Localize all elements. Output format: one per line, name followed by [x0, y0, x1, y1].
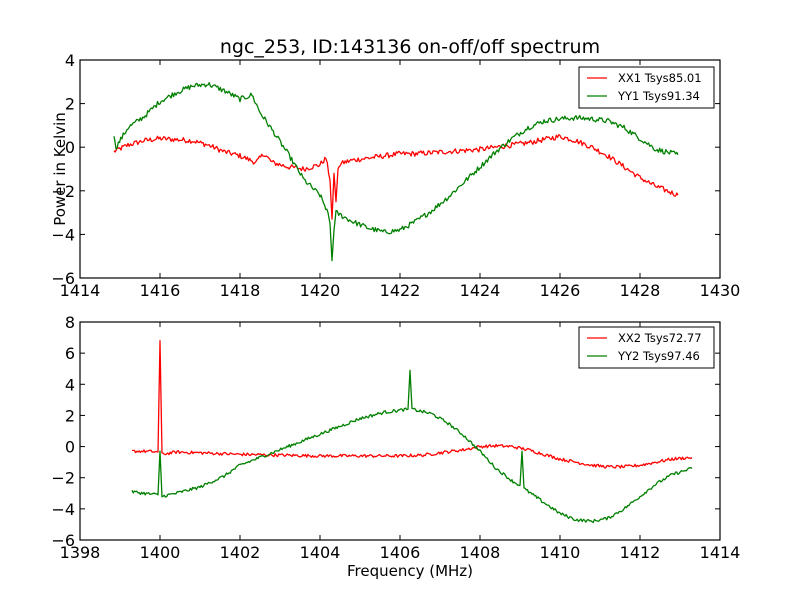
x-tick-label: 1412 [620, 543, 661, 562]
y-tick-label: 4 [65, 375, 75, 394]
x-tick-label: 1420 [300, 281, 341, 300]
legend-box [578, 66, 715, 109]
top-panel: Power in Kelvin 1414 1416 1418 1420 1422 1424… [51, 51, 740, 300]
y-tick-label: −2 [51, 469, 75, 488]
y-tick-label: 4 [65, 51, 75, 70]
x-tick-label: 1414 [700, 543, 741, 562]
x-tick-label: 1424 [460, 281, 501, 300]
y-tick-label: −6 [51, 531, 75, 550]
y-tick-label: −4 [51, 500, 75, 519]
x-tick-label: 1400 [140, 543, 181, 562]
legend-box [578, 326, 715, 369]
legend: XX2 Tsys72.77 YY2 Tsys97.46 [578, 326, 715, 369]
x-tick-label: 1430 [700, 281, 741, 300]
x-tick-label: 1408 [460, 543, 501, 562]
x-tick-label: 1410 [540, 543, 581, 562]
y-tick-label: 2 [65, 406, 75, 425]
y-axis-label: Power in Kelvin [51, 112, 69, 226]
x-tick-label: 1406 [380, 543, 421, 562]
x-tick-label: 1422 [380, 281, 421, 300]
series-line-xx2 [131, 340, 693, 469]
x-tick-label: 1428 [620, 281, 661, 300]
y-tick-label: −2 [51, 182, 75, 201]
legend-label: YY1 Tsys91.34 [617, 89, 700, 103]
y-tick-label: 0 [65, 138, 75, 157]
y-tick-label: −4 [51, 225, 75, 244]
x-tick-label: 1414 [60, 281, 101, 300]
x-tick-label: 1398 [60, 543, 101, 562]
bottom-panel: Frequency (MHz) 1398 1400 1402 1404 1406 1408… [51, 313, 740, 580]
legend: XX1 Tsys85.01 YY1 Tsys91.34 [578, 66, 715, 109]
x-tick-label: 1416 [140, 281, 181, 300]
legend-label: YY2 Tsys97.46 [617, 349, 700, 363]
y-tick-label: −6 [51, 269, 75, 288]
legend-label: XX2 Tsys72.77 [618, 331, 702, 345]
series-line-xx1 [113, 134, 679, 220]
chart-title: ngc_253, ID:143136 on-off/off spectrum [220, 36, 600, 58]
x-tick-label: 1426 [540, 281, 581, 300]
legend-label: XX1 Tsys85.01 [618, 71, 702, 85]
y-tick-label: 0 [65, 438, 75, 457]
y-tick-label: 8 [65, 313, 75, 332]
x-tick-label: 1404 [300, 543, 341, 562]
x-axis-label: Frequency (MHz) [347, 562, 473, 580]
x-tick-label: 1418 [220, 281, 261, 300]
series-line-yy2 [131, 369, 693, 524]
y-tick-label: 2 [65, 95, 75, 114]
x-tick-label: 1402 [220, 543, 261, 562]
y-tick-label: 6 [65, 344, 75, 363]
series-line-yy1 [113, 82, 679, 262]
